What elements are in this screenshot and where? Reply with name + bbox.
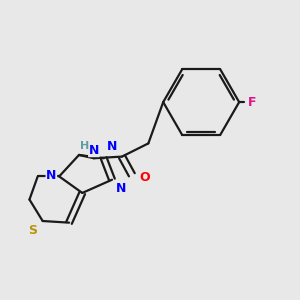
Text: N: N <box>116 182 126 195</box>
Text: F: F <box>248 96 256 109</box>
Text: N: N <box>46 169 56 182</box>
Text: S: S <box>28 224 37 237</box>
Text: N: N <box>89 144 99 157</box>
Text: H: H <box>80 141 89 151</box>
Text: O: O <box>139 171 150 184</box>
Text: N: N <box>107 140 117 153</box>
